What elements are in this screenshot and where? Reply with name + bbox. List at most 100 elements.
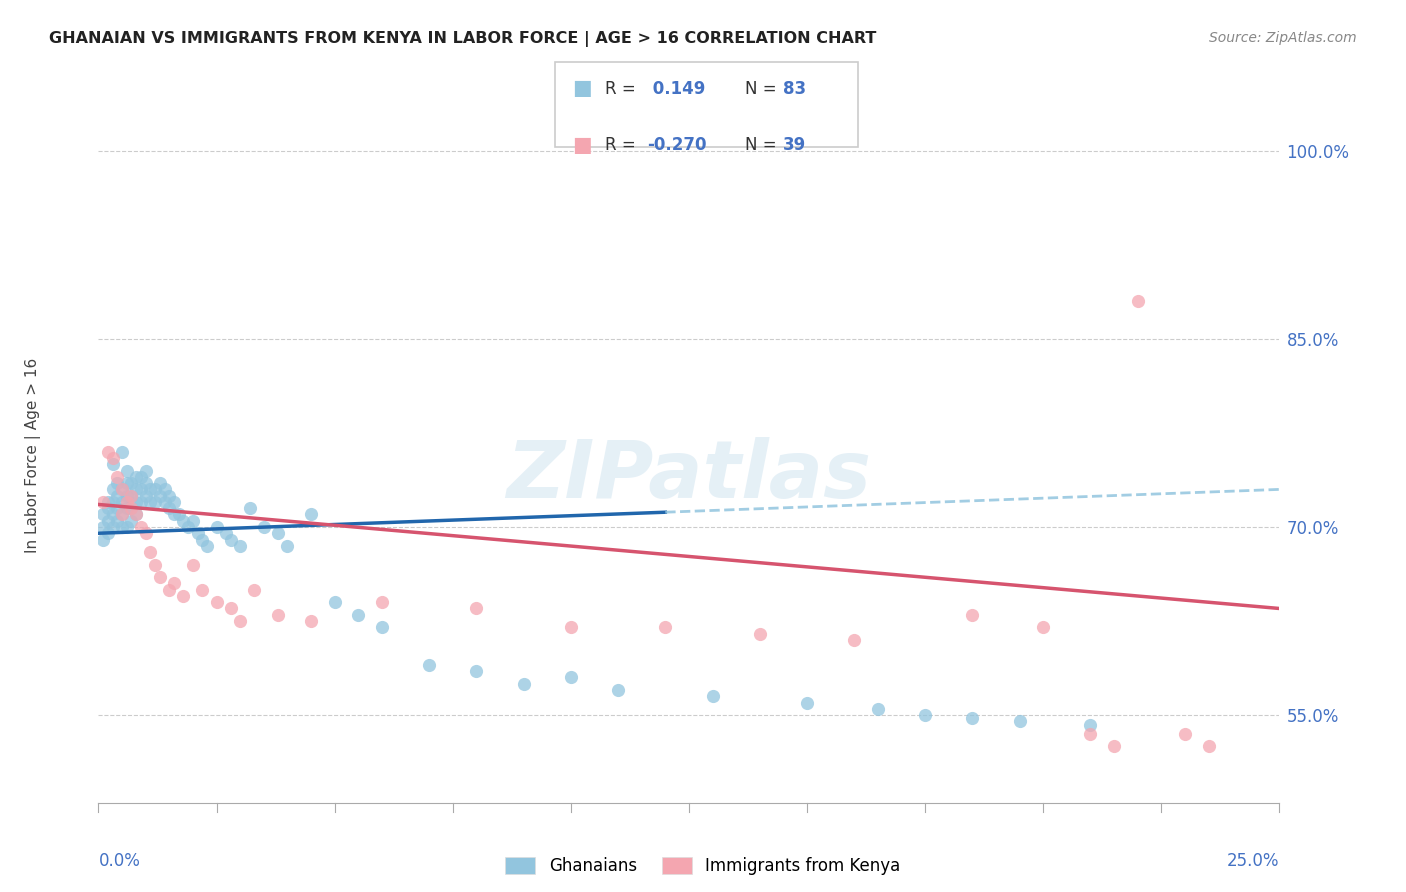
Point [111, 508, 134, 522]
Point [172, 589, 194, 603]
Point [97, 501, 120, 516]
Point [229, 539, 252, 553]
Point [157, 501, 180, 516]
Point [149, 489, 172, 503]
Point [91, 533, 114, 547]
Point [115, 501, 138, 516]
Text: Source: ZipAtlas.com: Source: ZipAtlas.com [1209, 31, 1357, 45]
Point [97, 514, 120, 528]
Point [253, 520, 276, 534]
Point [111, 508, 134, 522]
Point [219, 533, 242, 547]
Point [129, 470, 152, 484]
Point [129, 495, 152, 509]
Point [115, 489, 138, 503]
Text: -0.270: -0.270 [647, 136, 706, 154]
Text: 0.0%: 0.0% [98, 852, 141, 870]
Point [243, 582, 266, 597]
Point [239, 501, 262, 516]
Text: 39: 39 [783, 136, 807, 154]
Point [1080, 718, 1102, 732]
Text: In Labor Force | Age > 16: In Labor Force | Age > 16 [25, 358, 41, 552]
Point [149, 476, 172, 491]
Point [121, 489, 143, 503]
Point [125, 508, 148, 522]
Point [101, 458, 124, 472]
Point [560, 670, 582, 684]
Point [135, 526, 157, 541]
Point [299, 508, 322, 522]
Point [101, 451, 124, 466]
Point [347, 607, 370, 622]
Point [167, 508, 190, 522]
Point [101, 520, 124, 534]
Point [215, 526, 238, 541]
Legend: Ghanaians, Immigrants from Kenya: Ghanaians, Immigrants from Kenya [506, 856, 900, 875]
Point [91, 495, 114, 509]
Point [121, 476, 143, 491]
Point [111, 483, 134, 497]
Point [105, 476, 128, 491]
Point [135, 489, 157, 503]
Point [607, 683, 630, 698]
Point [748, 626, 770, 640]
Point [1174, 727, 1197, 741]
Point [153, 495, 176, 509]
Text: GHANAIAN VS IMMIGRANTS FROM KENYA IN LABOR FORCE | AGE > 16 CORRELATION CHART: GHANAIAN VS IMMIGRANTS FROM KENYA IN LAB… [49, 31, 876, 47]
Point [191, 533, 214, 547]
Point [101, 483, 124, 497]
Point [962, 607, 984, 622]
Text: 0.149: 0.149 [647, 80, 706, 98]
Point [229, 614, 252, 628]
Point [143, 558, 166, 572]
Point [560, 620, 582, 634]
Point [1008, 714, 1031, 729]
Point [135, 476, 157, 491]
Point [323, 595, 346, 609]
Point [111, 495, 134, 509]
Point [702, 690, 724, 704]
Point [866, 702, 889, 716]
Point [101, 495, 124, 509]
Point [371, 595, 394, 609]
Point [191, 582, 214, 597]
Point [276, 539, 298, 553]
Point [418, 657, 440, 672]
Point [111, 520, 134, 534]
Point [149, 570, 172, 584]
Point [1102, 739, 1125, 754]
Point [157, 489, 180, 503]
Text: 25.0%: 25.0% [1227, 852, 1279, 870]
Point [91, 508, 114, 522]
Text: N =: N = [745, 136, 776, 154]
Point [105, 470, 128, 484]
Point [163, 576, 186, 591]
Point [121, 489, 143, 503]
Text: R =: R = [605, 136, 636, 154]
Point [115, 495, 138, 509]
Point [97, 526, 120, 541]
Point [181, 558, 204, 572]
Point [796, 696, 818, 710]
Text: 83: 83 [783, 80, 806, 98]
Point [97, 444, 120, 458]
Point [143, 483, 166, 497]
Point [105, 501, 128, 516]
Point [143, 495, 166, 509]
Point [219, 601, 242, 615]
Point [125, 508, 148, 522]
Point [121, 501, 143, 516]
Point [195, 539, 218, 553]
Point [129, 483, 152, 497]
Point [105, 514, 128, 528]
Point [139, 495, 162, 509]
Point [371, 620, 394, 634]
Point [187, 526, 209, 541]
Point [299, 614, 322, 628]
Point [101, 508, 124, 522]
Point [465, 664, 488, 678]
Point [1126, 294, 1149, 309]
Text: R =: R = [605, 80, 636, 98]
Point [139, 483, 162, 497]
Point [125, 470, 148, 484]
